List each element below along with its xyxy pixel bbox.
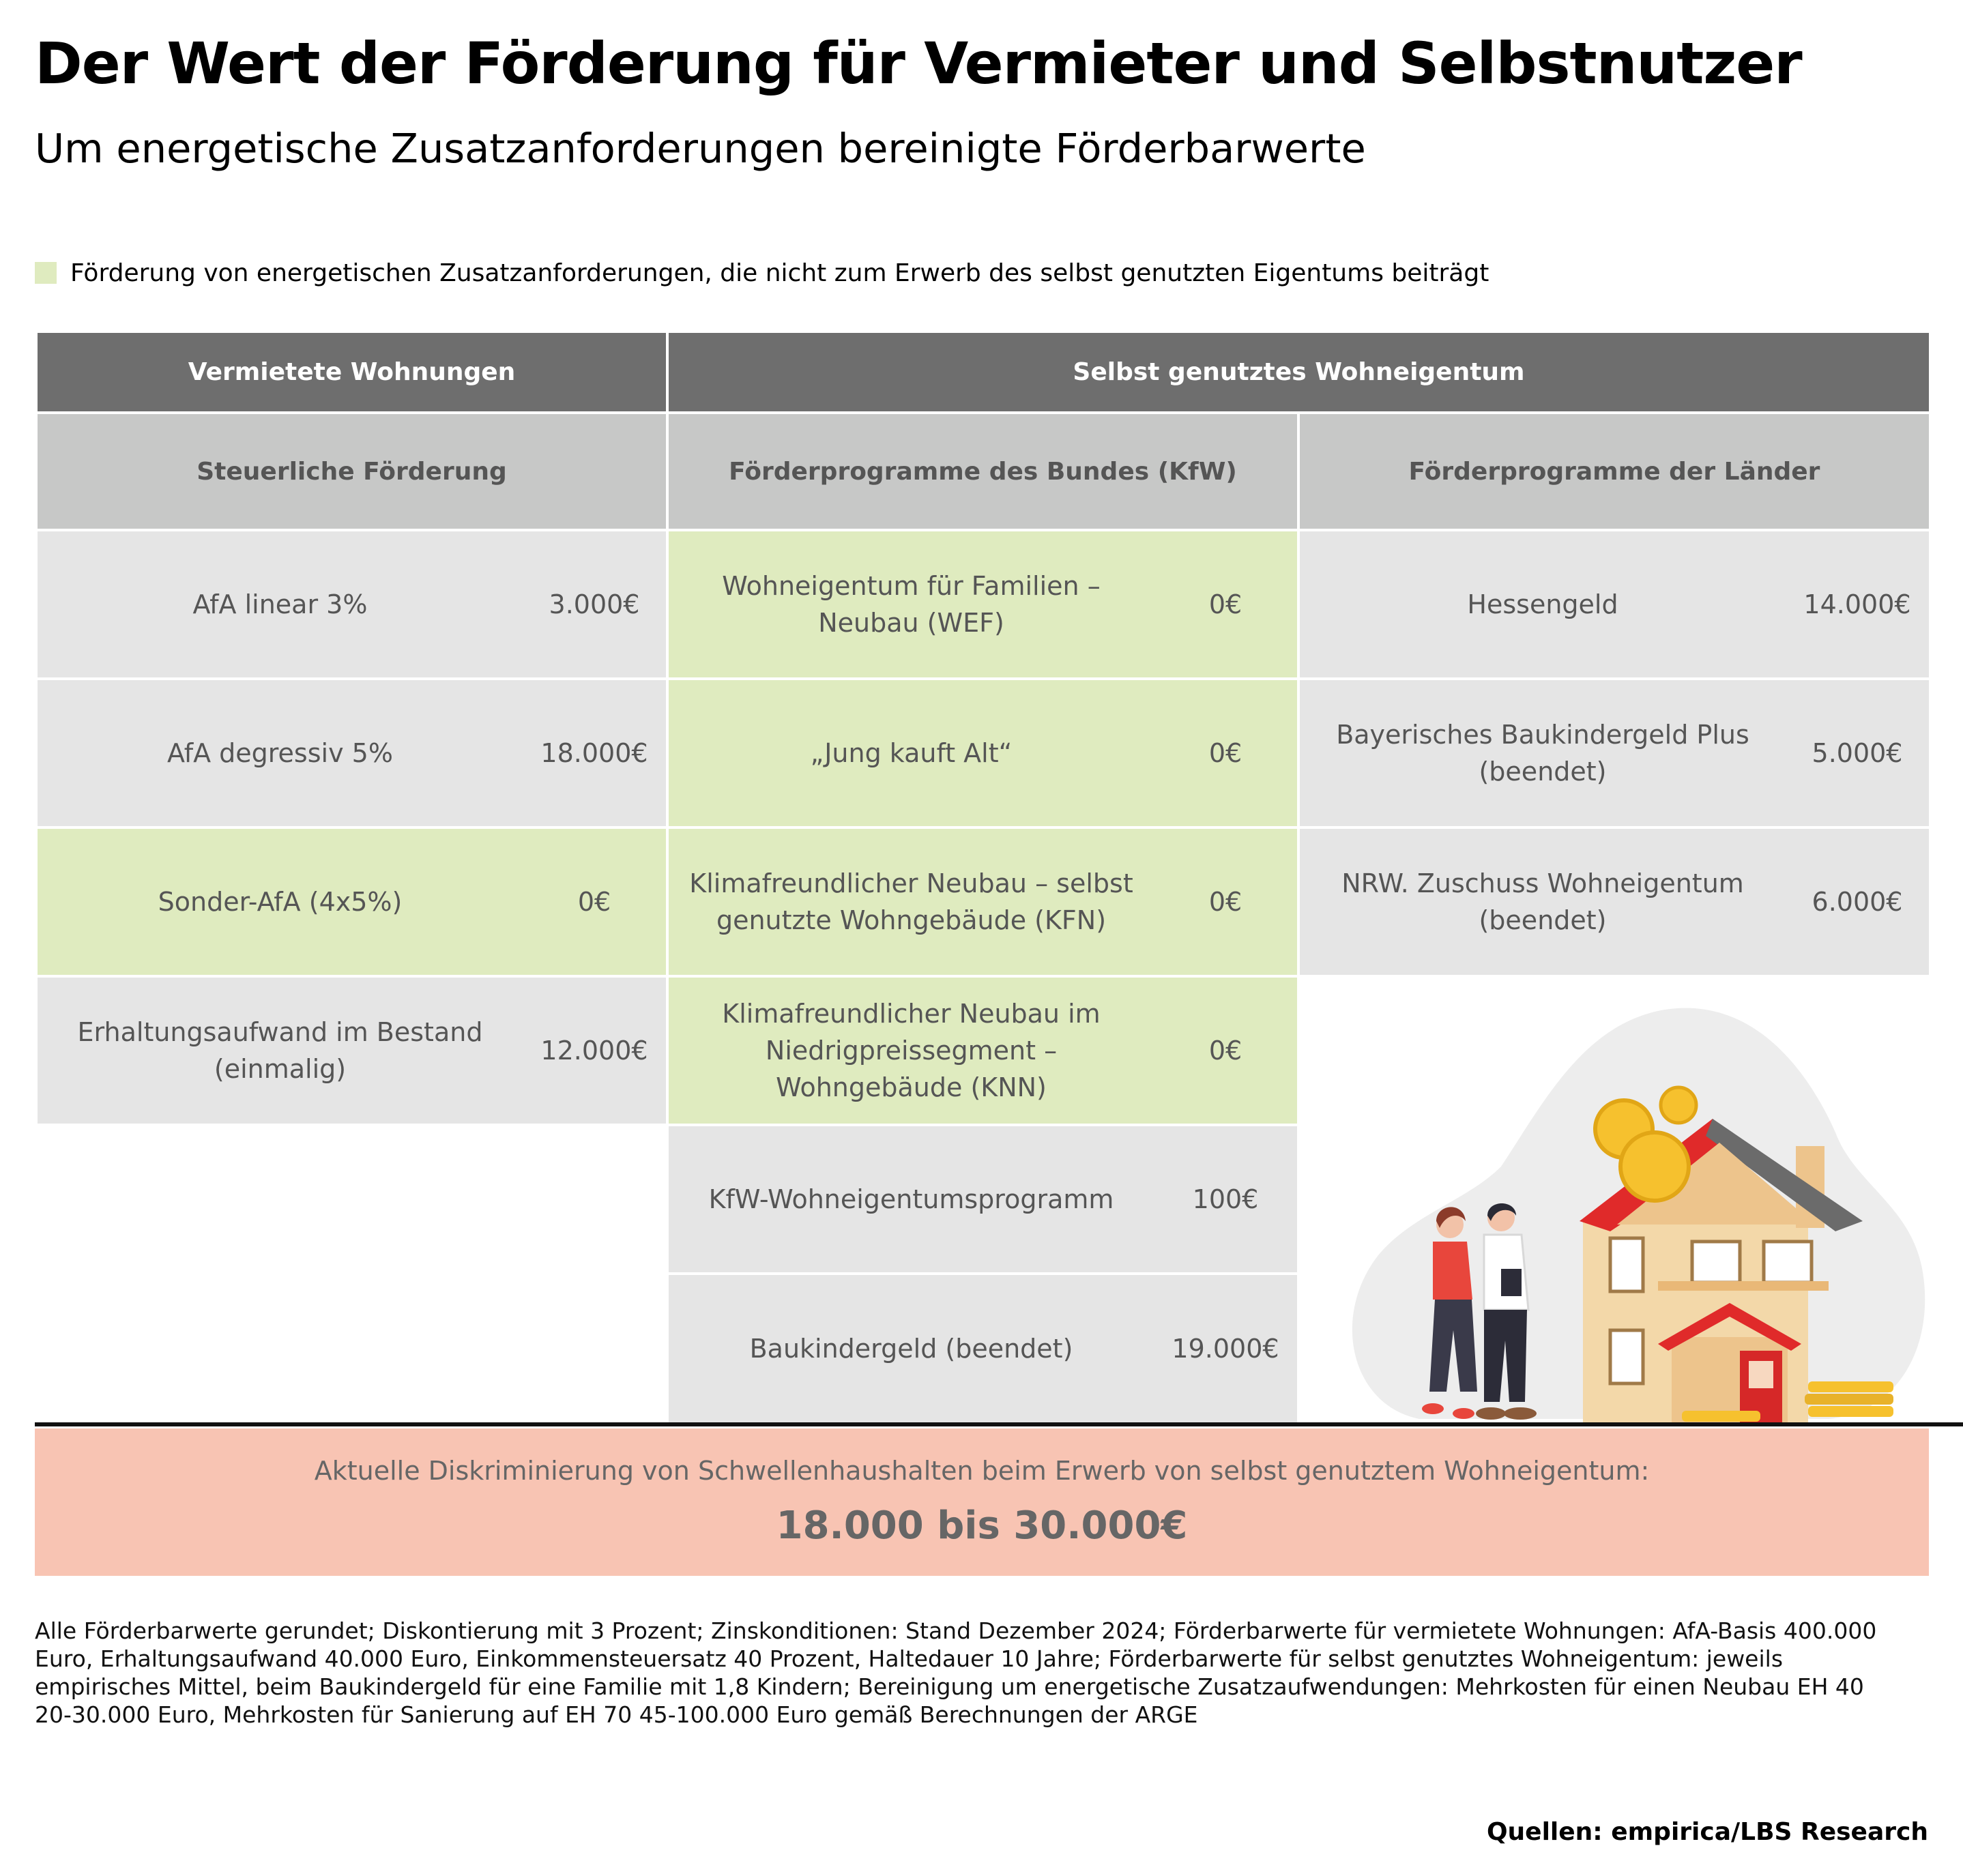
woman-shoe — [1422, 1403, 1444, 1414]
row-label: Bayerisches Baukindergeld Plus (beendet) — [1336, 720, 1749, 787]
man-shoe — [1504, 1407, 1537, 1420]
house-couple-illustration — [1352, 1008, 1925, 1422]
row-value: 3.000€ — [549, 589, 640, 619]
row-value: 0€ — [1208, 1036, 1242, 1066]
row-label: „Jung kauft Alt“ — [810, 738, 1013, 768]
row-value: 6.000€ — [1812, 887, 1903, 917]
row-label: NRW. Zuschuss Wohneigentum (beendet) — [1341, 868, 1744, 935]
window — [1690, 1240, 1742, 1285]
coin — [1618, 1130, 1691, 1203]
row-label: Baukindergeld (beendet) — [749, 1334, 1073, 1364]
row-value: 0€ — [1208, 887, 1242, 917]
row-label: Klimafreundlicher Neubau im Niedrigpreis… — [722, 999, 1101, 1102]
row-value: 0€ — [1208, 589, 1242, 619]
balcony-rail — [1658, 1281, 1829, 1291]
coin-stack — [1808, 1406, 1893, 1417]
row-value: 18.000€ — [540, 738, 648, 768]
page-title: Der Wert der Förderung für Vermieter und… — [35, 30, 1803, 97]
row-value: 12.000€ — [540, 1036, 648, 1066]
column-header-steuerlich: Steuerliche Förderung — [38, 414, 666, 529]
row-label: Hessengeld — [1467, 589, 1618, 619]
man-trousers — [1484, 1310, 1527, 1402]
woman-hair — [1436, 1207, 1466, 1228]
row-label: Wohneigentum für Familien – Neubau (WEF) — [722, 571, 1101, 638]
window — [1608, 1236, 1645, 1293]
window — [1762, 1240, 1814, 1285]
table-row: Klimafreundlicher Neubau im Niedrigpreis… — [669, 978, 1297, 1124]
table-row: NRW. Zuschuss Wohneigentum (beendet) 6.0… — [1300, 829, 1929, 975]
coin — [1659, 1085, 1698, 1125]
legend: Förderung von energetischen Zusatzanford… — [35, 252, 1489, 293]
row-value: 19.000€ — [1172, 1334, 1279, 1364]
table-row: Wohneigentum für Familien – Neubau (WEF)… — [669, 531, 1297, 677]
source-note: Quellen: empirica/LBS Research — [1486, 1818, 1928, 1846]
row-label: Erhaltungsaufwand im Bestand (einmalig) — [77, 1017, 483, 1084]
result-text: Aktuelle Diskriminierung von Schwellenha… — [314, 1456, 1650, 1486]
result-box: Aktuelle Diskriminierung von Schwellenha… — [35, 1428, 1929, 1576]
man-shoe — [1476, 1407, 1506, 1420]
woman-top — [1433, 1242, 1472, 1300]
legend-swatch — [35, 262, 57, 284]
table-row: Baukindergeld (beendet) 19.000€ — [669, 1275, 1297, 1422]
man-folder — [1501, 1269, 1522, 1296]
group-header-selbst-genutzt: Selbst genutztes Wohneigentum — [669, 333, 1929, 411]
table-row: Sonder-AfA (4x5%) 0€ — [38, 829, 666, 975]
row-value: 14.000€ — [1803, 589, 1911, 619]
row-label: AfA degressiv 5% — [167, 738, 393, 768]
footnote: Alle Förderbarwerte gerundet; Diskontier… — [35, 1617, 1877, 1728]
table-row: Klimafreundlicher Neubau – selbst genutz… — [669, 829, 1297, 975]
column-header-laender: Förderprogramme der Länder — [1300, 414, 1929, 529]
row-value: 0€ — [1208, 738, 1242, 768]
row-label: Sonder-AfA (4x5%) — [158, 887, 403, 917]
table-row: Erhaltungsaufwand im Bestand (einmalig) … — [38, 978, 666, 1124]
row-value: 0€ — [577, 887, 611, 917]
row-label: KfW-Wohneigentumsprogramm — [708, 1184, 1114, 1214]
roof-gable — [1617, 1143, 1815, 1225]
row-label: AfA linear 3% — [192, 589, 368, 619]
window — [1608, 1328, 1645, 1386]
row-value: 100€ — [1192, 1184, 1259, 1214]
porch-roof — [1658, 1303, 1801, 1351]
row-label: Klimafreundlicher Neubau – selbst genutz… — [689, 868, 1133, 935]
man-hair — [1487, 1203, 1516, 1221]
page-subtitle: Um energetische Zusatzanforderungen bere… — [35, 125, 1366, 172]
result-value: 18.000 bis 30.000€ — [776, 1504, 1188, 1548]
door-window — [1749, 1361, 1773, 1388]
woman-shoe — [1453, 1408, 1474, 1419]
woman-trousers — [1429, 1300, 1477, 1392]
table-row: AfA degressiv 5% 18.000€ — [38, 680, 666, 826]
coin-stack — [1805, 1394, 1893, 1405]
coin-stack — [1682, 1411, 1760, 1422]
row-value: 5.000€ — [1812, 738, 1903, 768]
table-row: „Jung kauft Alt“ 0€ — [669, 680, 1297, 826]
table-row: AfA linear 3% 3.000€ — [38, 531, 666, 677]
column-header-kfw: Förderprogramme des Bundes (KfW) — [669, 414, 1297, 529]
legend-label: Förderung von energetischen Zusatzanford… — [70, 259, 1489, 287]
table-row: Hessengeld 14.000€ — [1300, 531, 1929, 677]
roof-side — [1706, 1119, 1863, 1231]
baseline-rule — [35, 1422, 1963, 1426]
group-header-vermietete: Vermietete Wohnungen — [38, 333, 666, 411]
table-row: Bayerisches Baukindergeld Plus (beendet)… — [1300, 680, 1929, 826]
coin-stack — [1808, 1381, 1893, 1392]
table-row: KfW-Wohneigentumsprogramm 100€ — [669, 1126, 1297, 1272]
